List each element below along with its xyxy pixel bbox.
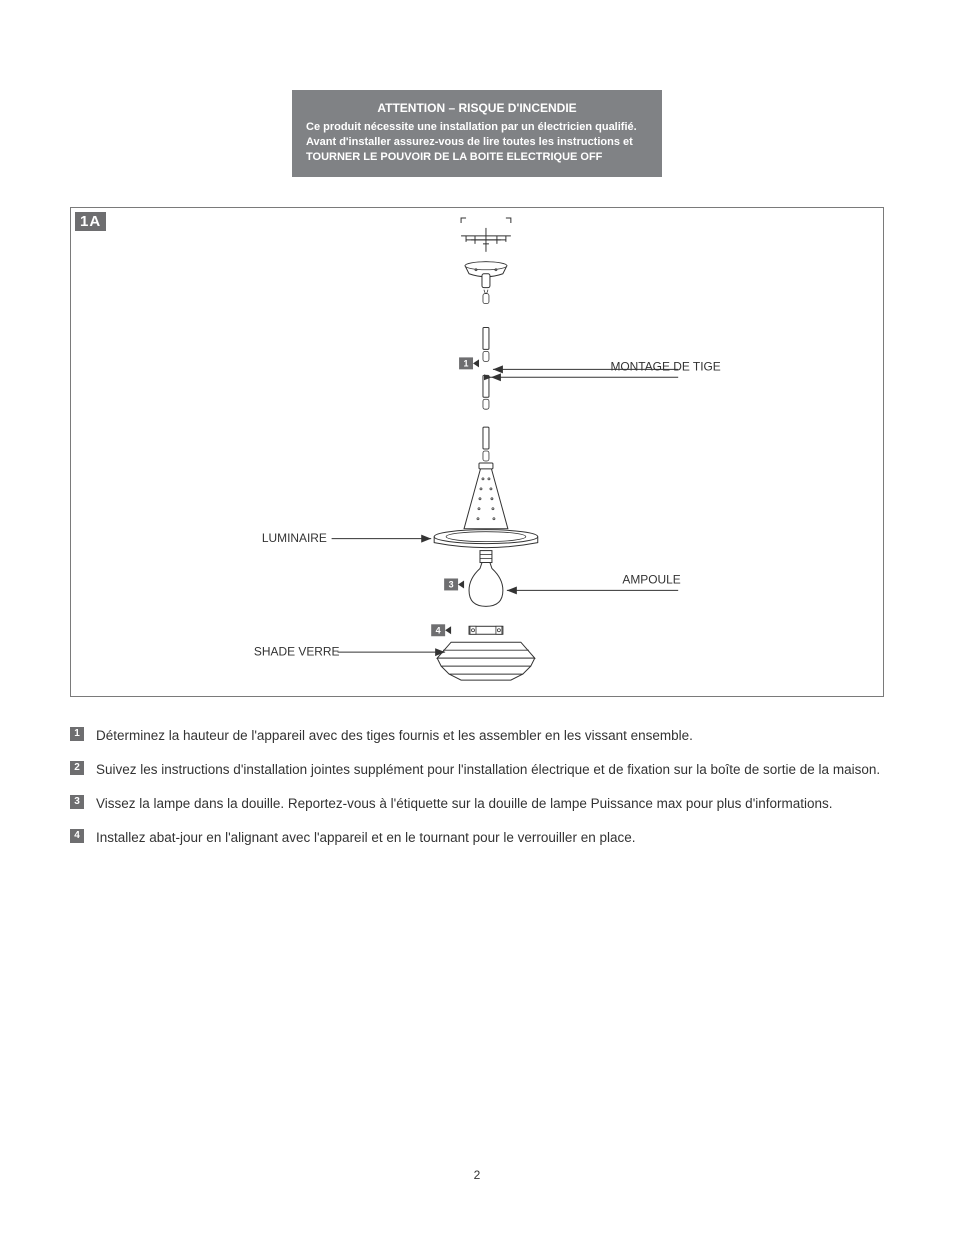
instruction-row: 4 Installez abat-jour en l'alignant avec… (70, 829, 884, 847)
instruction-text: Installez abat-jour en l'alignant avec l… (96, 829, 884, 847)
callout-shade-label: SHADE VERRE (254, 644, 340, 658)
instruction-text: Déterminez la hauteur de l'appareil avec… (96, 727, 884, 745)
callout-rod-num: 1 (464, 358, 469, 368)
fixture-diagram: 1 MONTAGE DE TIGE LUMINAIRE 3 (71, 208, 883, 696)
ceiling-mount-icon (461, 218, 511, 252)
callout-rod-label: MONTAGE DE TIGE (610, 359, 720, 373)
rod-segment-2-icon (483, 375, 489, 409)
callout-fixture-label: LUMINAIRE (262, 531, 327, 545)
callout-fixture: LUMINAIRE (262, 531, 431, 545)
connector-top-icon (482, 273, 490, 303)
instruction-row: 3 Vissez la lampe dans la douille. Repor… (70, 795, 884, 813)
rod-segment-3-icon (483, 427, 489, 461)
callout-bulb-num: 3 (449, 579, 454, 589)
fixture-disc-icon (434, 529, 538, 547)
instruction-num: 3 (70, 795, 84, 809)
instruction-num: 4 (70, 829, 84, 843)
callout-bulb-label: AMPOULE (622, 572, 680, 586)
instruction-text: Suivez les instructions d'installation j… (96, 761, 884, 779)
page-number: 2 (70, 1168, 884, 1182)
rod-segment-1-icon (483, 327, 489, 361)
instruction-num: 2 (70, 761, 84, 775)
fixture-body-icon (464, 463, 508, 529)
glass-shade-icon (437, 626, 535, 680)
warning-body-prefix: Ce produit nécessite une installation pa… (306, 121, 637, 148)
warning-body-strong: TOURNER LE POUVOIR DE LA BOITE ELECTRIQU… (306, 151, 602, 163)
instruction-text: Vissez la lampe dans la douille. Reporte… (96, 795, 884, 813)
socket-icon (480, 550, 492, 562)
callout-shade: 4 SHADE VERRE (254, 624, 451, 658)
instruction-row: 2 Suivez les instructions d'installation… (70, 761, 884, 779)
page-root: ATTENTION – RISQUE D'INCENDIE Ce produit… (0, 0, 954, 1222)
warning-body: Ce produit nécessite une installation pa… (306, 120, 648, 165)
warning-title: ATTENTION – RISQUE D'INCENDIE (306, 100, 648, 116)
instruction-num: 1 (70, 727, 84, 741)
bulb-icon (469, 562, 503, 606)
instruction-row: 1 Déterminez la hauteur de l'appareil av… (70, 727, 884, 745)
warning-box: ATTENTION – RISQUE D'INCENDIE Ce produit… (292, 90, 662, 177)
callout-shade-num: 4 (436, 625, 441, 635)
instructions-list: 1 Déterminez la hauteur de l'appareil av… (70, 727, 884, 848)
diagram-frame: 1A (70, 207, 884, 697)
